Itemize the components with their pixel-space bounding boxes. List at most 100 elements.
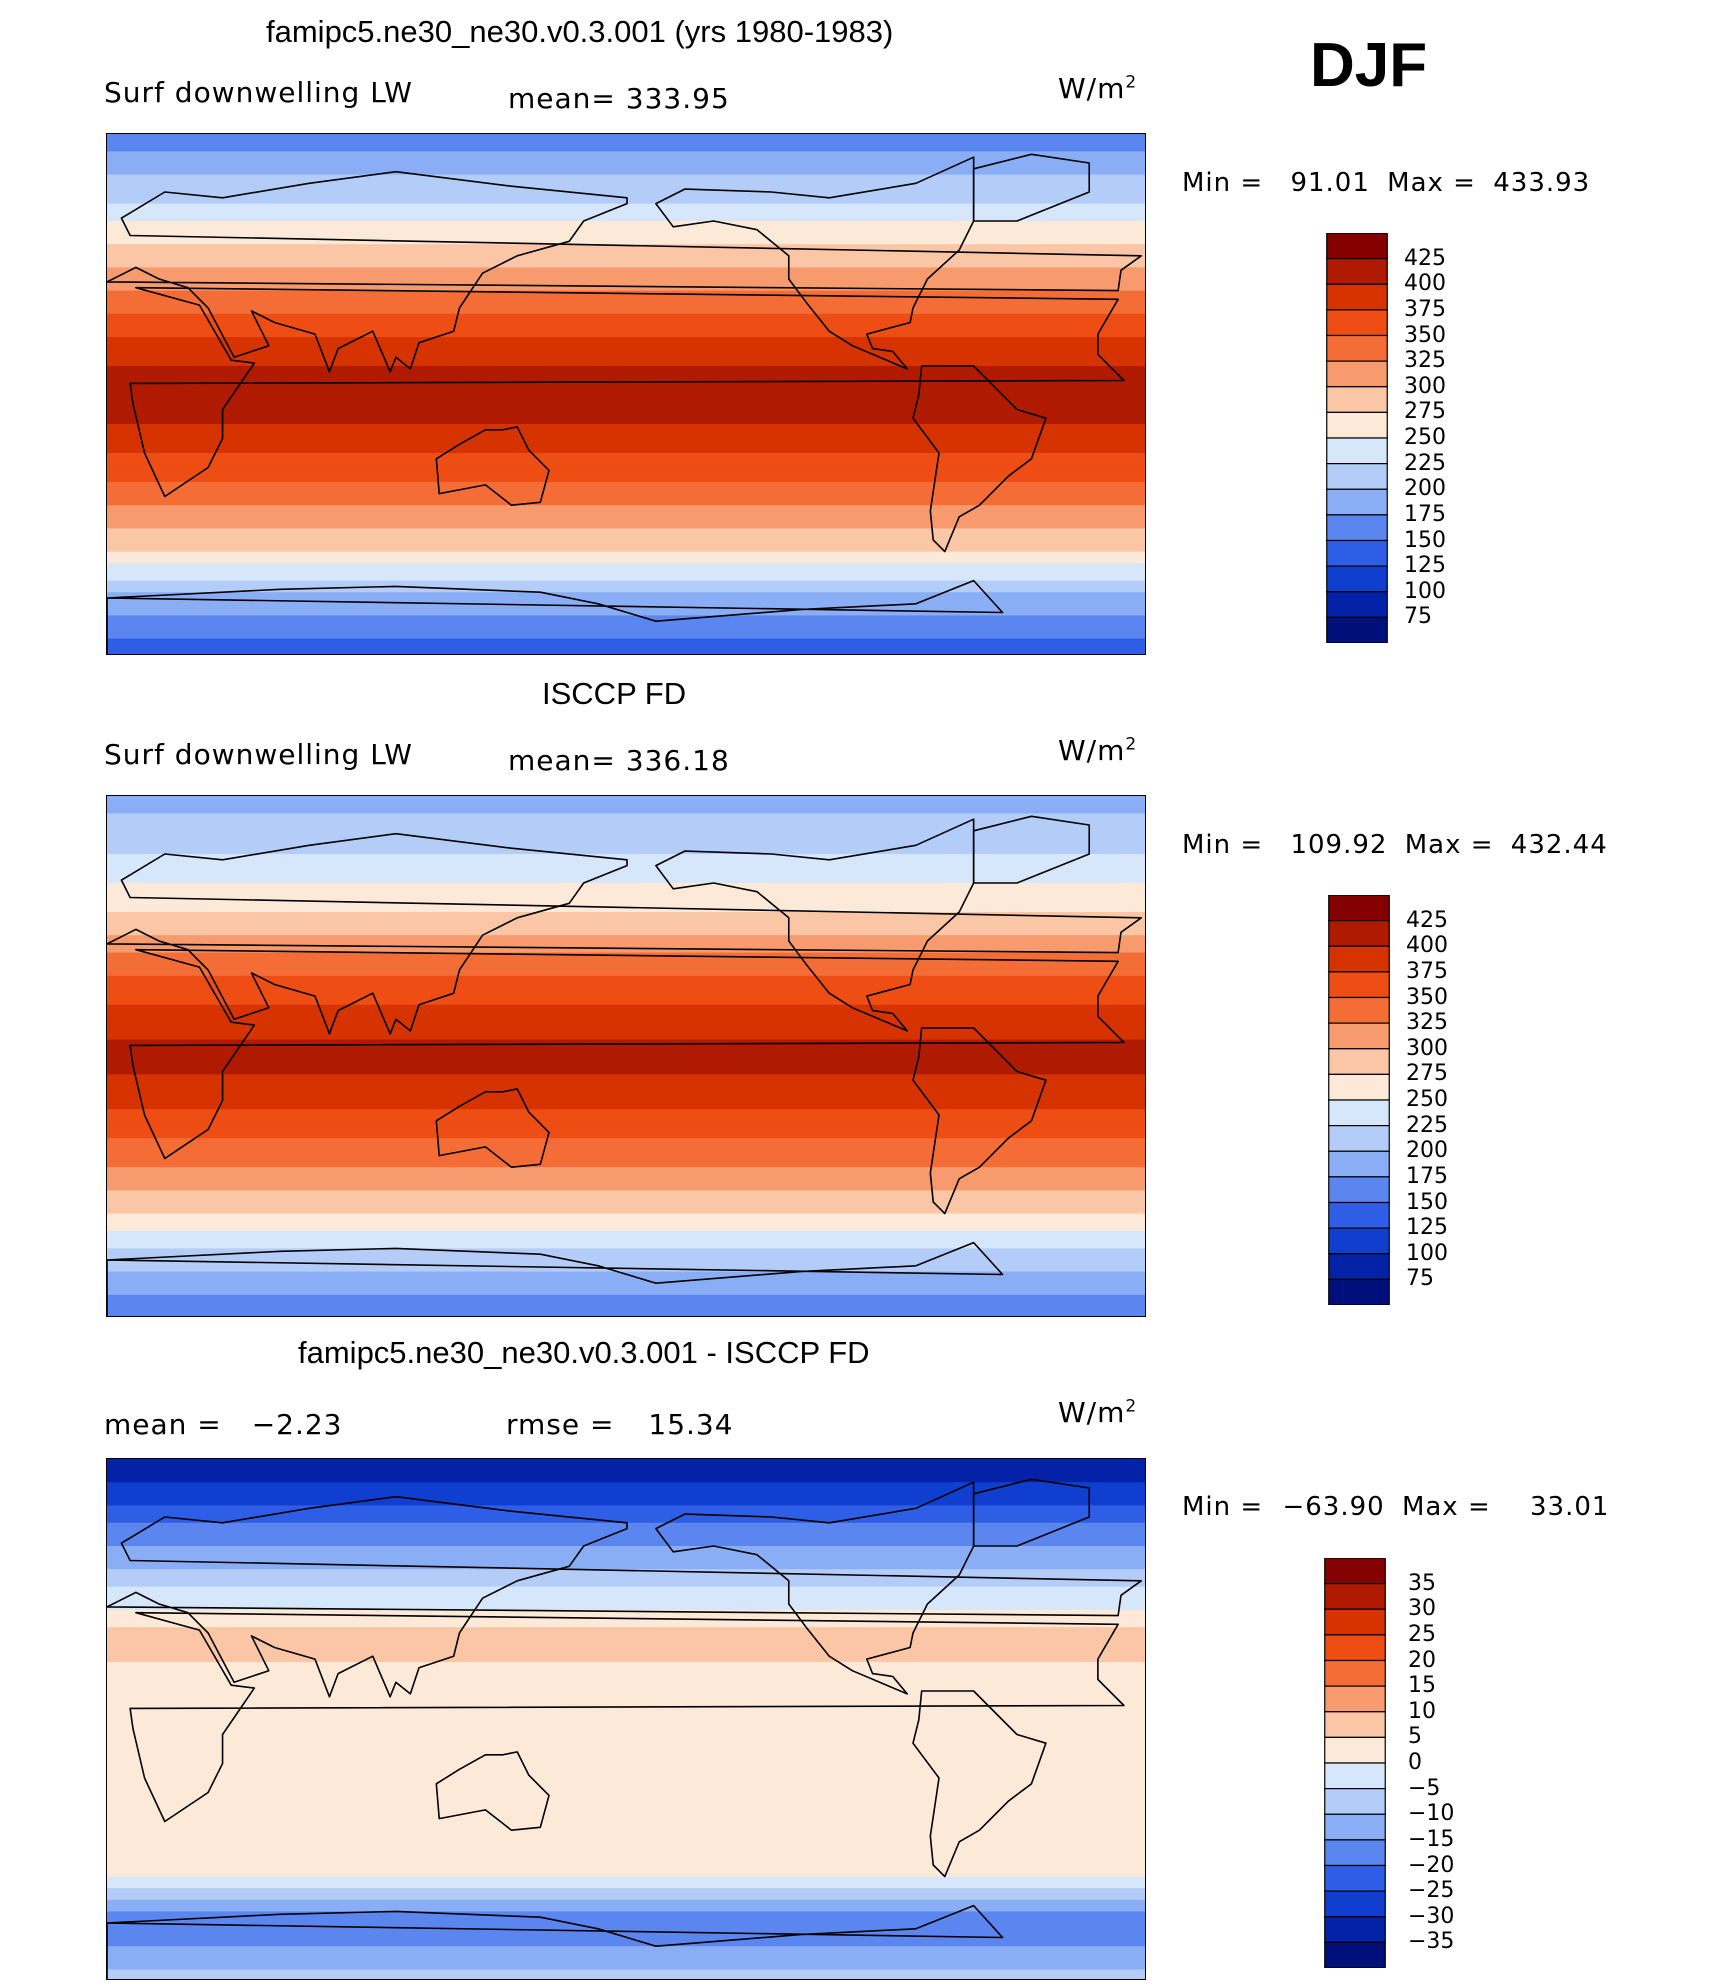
colorbar-tick-label: 30 bbox=[1408, 1596, 1436, 1622]
zonal-band bbox=[107, 1120, 1145, 1128]
zonal-band bbox=[107, 1975, 1145, 1979]
zonal-band bbox=[107, 429, 1145, 437]
panel2-title: ISCCP FD bbox=[542, 676, 687, 711]
zonal-band bbox=[107, 1022, 1145, 1029]
zonal-band bbox=[107, 1633, 1145, 1640]
zonal-band bbox=[107, 1254, 1145, 1261]
zonal-band bbox=[107, 1482, 1145, 1489]
zonal-band bbox=[107, 545, 1145, 553]
zonal-band bbox=[107, 1952, 1145, 1959]
zonal-band bbox=[107, 1051, 1145, 1058]
zonal-band bbox=[107, 1702, 1145, 1709]
zonal-band bbox=[107, 923, 1145, 930]
zonal-band bbox=[107, 244, 1145, 251]
zonal-band bbox=[107, 1225, 1145, 1232]
zonal-band bbox=[107, 1260, 1145, 1267]
zonal-band bbox=[107, 1004, 1145, 1012]
colorbar-swatch bbox=[1328, 1048, 1390, 1075]
panel3-rmse: rmse = 15.34 bbox=[506, 1408, 734, 1441]
colorbar-tick-label: 20 bbox=[1408, 1647, 1436, 1673]
zonal-band bbox=[107, 1155, 1145, 1162]
zonal-band bbox=[107, 1905, 1145, 1912]
colorbar-tick-label: 35 bbox=[1408, 1570, 1436, 1596]
coastline bbox=[107, 832, 1143, 1035]
zonal-band bbox=[107, 1598, 1145, 1605]
zonal-band bbox=[107, 1691, 1145, 1698]
colorbar-tick-label: 225 bbox=[1406, 1112, 1448, 1138]
zonal-band bbox=[107, 1627, 1145, 1634]
zonal-band bbox=[107, 557, 1145, 564]
panel1-mean: mean= 333.95 bbox=[508, 82, 730, 115]
zonal-band bbox=[107, 180, 1145, 187]
zonal-band bbox=[107, 1870, 1145, 1878]
zonal-band bbox=[107, 1725, 1145, 1733]
zonal-band bbox=[107, 1818, 1145, 1825]
coastline bbox=[435, 1751, 550, 1832]
panel3-rmse-label: rmse = bbox=[506, 1408, 615, 1441]
zonal-band bbox=[107, 1248, 1145, 1255]
zonal-band bbox=[107, 157, 1145, 164]
zonal-band bbox=[107, 139, 1145, 147]
zonal-band bbox=[107, 859, 1145, 867]
colorbar-swatch bbox=[1324, 1583, 1386, 1610]
zonal-band bbox=[107, 1859, 1145, 1866]
colorbar-swatch bbox=[1326, 514, 1388, 542]
zonal-band bbox=[107, 1091, 1145, 1099]
zonal-band bbox=[107, 1766, 1145, 1773]
zonal-band bbox=[107, 1923, 1145, 1930]
zonal-band bbox=[107, 1836, 1145, 1843]
zonal-band bbox=[107, 650, 1145, 654]
zonal-band bbox=[107, 1731, 1145, 1738]
zonal-band bbox=[107, 1586, 1145, 1593]
panel1-colorbar-svg bbox=[1326, 233, 1388, 643]
panel3-unit-text: W/m bbox=[1058, 1396, 1126, 1429]
zonal-band bbox=[107, 993, 1145, 1000]
colorbar-swatch bbox=[1326, 360, 1388, 388]
colorbar-tick-label: 275 bbox=[1404, 399, 1446, 425]
zonal-band bbox=[107, 1679, 1145, 1686]
zonal-band bbox=[107, 366, 1145, 373]
panel2-max-value: 432.44 bbox=[1510, 830, 1608, 860]
colorbar-tick-label: 200 bbox=[1406, 1138, 1448, 1164]
zonal-band bbox=[107, 424, 1145, 431]
zonal-band bbox=[107, 621, 1145, 628]
panel3-map bbox=[106, 1458, 1146, 1980]
zonal-band bbox=[107, 1812, 1145, 1820]
coastline bbox=[912, 365, 1047, 553]
colorbar-tick-label: 275 bbox=[1406, 1061, 1448, 1087]
zonal-band bbox=[107, 627, 1145, 634]
zonal-band bbox=[107, 975, 1145, 983]
zonal-band bbox=[107, 563, 1145, 570]
zonal-band bbox=[107, 1236, 1145, 1244]
zonal-band bbox=[107, 1847, 1145, 1854]
panel2-colorbar-svg bbox=[1328, 895, 1390, 1305]
zonal-band bbox=[107, 1749, 1145, 1756]
zonal-band bbox=[107, 917, 1145, 925]
zonal-band bbox=[107, 1563, 1145, 1570]
colorbar-swatch bbox=[1324, 1890, 1386, 1918]
zonal-band bbox=[107, 209, 1145, 216]
coastline bbox=[912, 1027, 1047, 1215]
colorbar-tick-label: 100 bbox=[1404, 578, 1446, 604]
zonal-band bbox=[107, 1499, 1145, 1506]
zonal-band bbox=[107, 522, 1145, 529]
zonal-band bbox=[107, 1219, 1145, 1226]
zonal-band bbox=[107, 1783, 1145, 1791]
zonal-band bbox=[107, 644, 1145, 651]
coastline bbox=[129, 948, 1125, 1160]
panel2-min-value: 109.92 bbox=[1290, 830, 1388, 860]
zonal-band bbox=[107, 1086, 1145, 1093]
zonal-band bbox=[107, 389, 1145, 396]
zonal-band bbox=[107, 203, 1145, 210]
coastline bbox=[972, 815, 1091, 884]
zonal-band bbox=[107, 418, 1145, 425]
zonal-band bbox=[107, 197, 1145, 205]
colorbar-swatch bbox=[1324, 1813, 1386, 1841]
zonal-band bbox=[107, 1190, 1145, 1197]
zonal-band bbox=[107, 1080, 1145, 1087]
colorbar-swatch bbox=[1328, 1227, 1390, 1255]
colorbar-swatch bbox=[1324, 1941, 1386, 1968]
coastline bbox=[107, 579, 1004, 654]
zonal-band bbox=[107, 1126, 1145, 1133]
zonal-band bbox=[107, 186, 1145, 193]
